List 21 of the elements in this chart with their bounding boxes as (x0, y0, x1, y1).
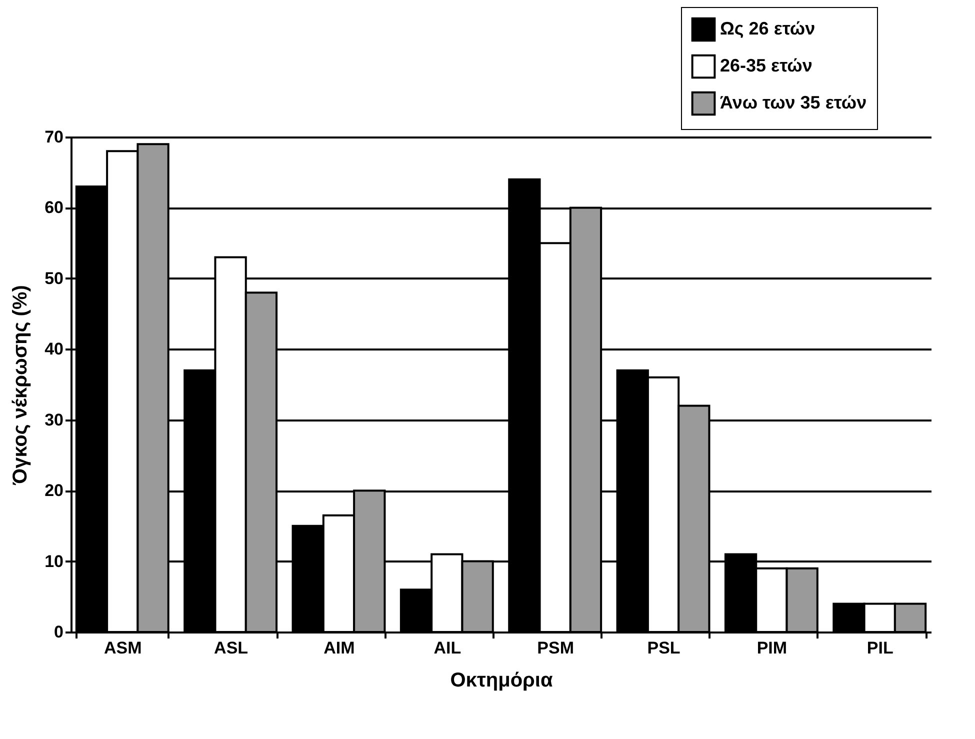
y-tick-label: 20 (44, 481, 64, 500)
x-tick-label: PSL (647, 638, 680, 658)
x-tick-label: ASM (104, 638, 142, 658)
x-tick-label: AIL (434, 638, 462, 658)
x-tick-label: PSM (537, 638, 574, 658)
x-tick-label: PIL (866, 638, 894, 658)
y-axis-title: Όγκος νέκρωσης (%) (10, 285, 32, 486)
x-axis-title: Οκτημόρια (450, 670, 554, 692)
y-tick-label: 30 (44, 410, 64, 430)
x-tick-label: AIM (324, 638, 355, 658)
y-tick-label: 40 (44, 340, 64, 359)
legend-label: Ως 26 ετών (720, 18, 816, 38)
legend-label: Άνω των 35 ετών (720, 92, 867, 112)
legend-label: 26-35 ετών (720, 56, 812, 76)
x-tick-label: ASL (214, 638, 248, 658)
y-tick-label: 0 (54, 622, 64, 642)
x-tick-label: PIM (756, 638, 788, 658)
y-tick-label: 60 (44, 198, 64, 218)
y-tick-label: 70 (44, 128, 64, 146)
y-tick-label: 50 (44, 268, 64, 288)
y-tick-label: 10 (44, 552, 64, 571)
